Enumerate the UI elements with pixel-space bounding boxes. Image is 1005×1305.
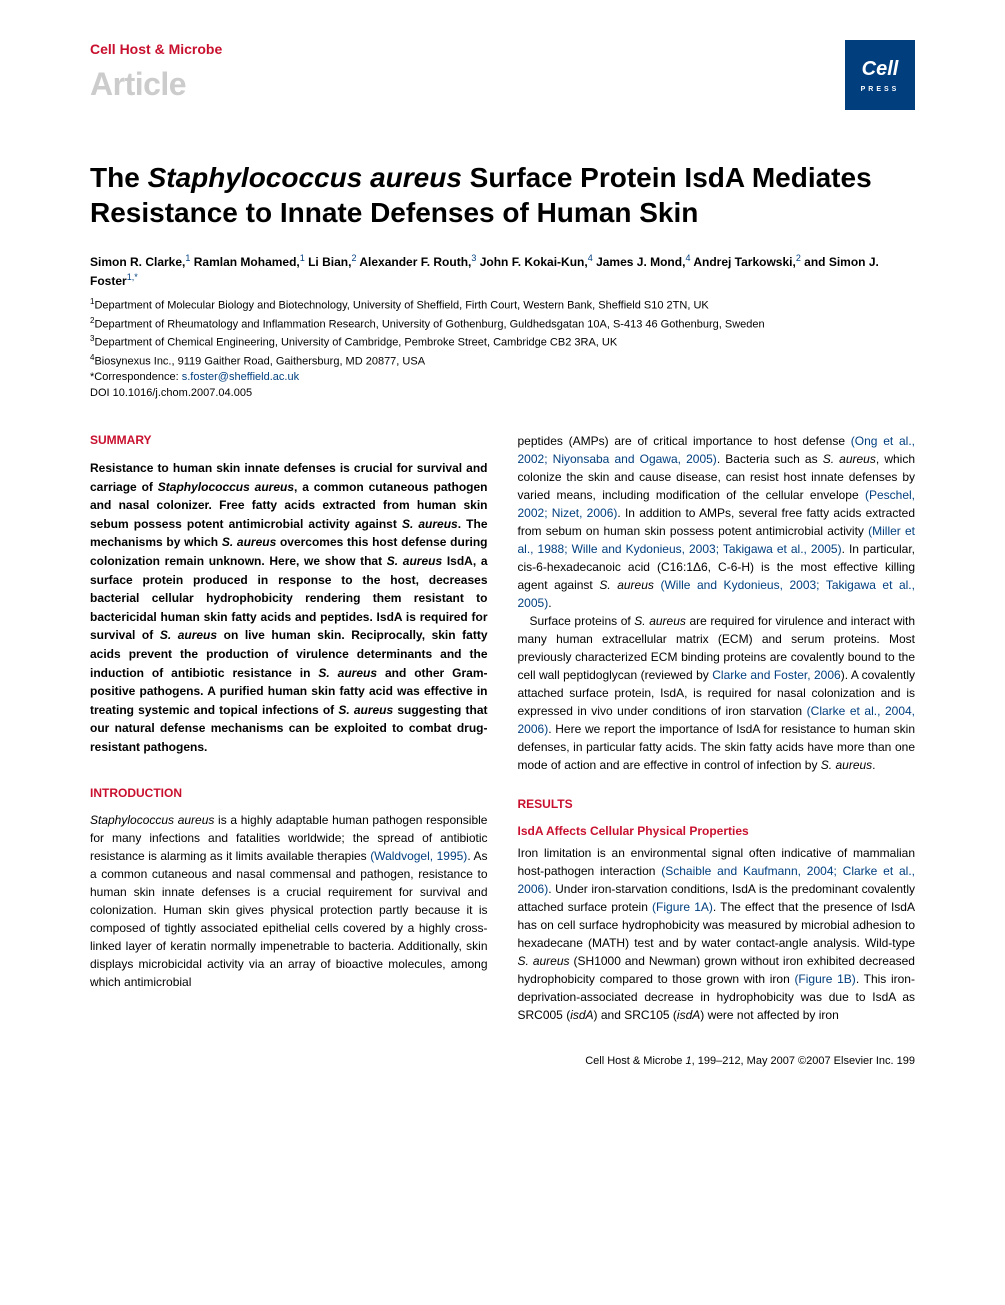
page-footer: Cell Host & Microbe 1, 199–212, May 2007…: [90, 1054, 915, 1069]
journal-name: Cell Host & Microbe: [90, 40, 222, 60]
summary-text: Resistance to human skin innate defenses…: [90, 459, 488, 757]
affiliation-1: 1Department of Molecular Biology and Bio…: [90, 296, 915, 315]
affiliation-3: 3Department of Chemical Engineering, Uni…: [90, 333, 915, 352]
results-text: Iron limitation is an environmental sign…: [518, 844, 916, 1024]
doi: DOI 10.1016/j.chom.2007.04.005: [90, 386, 915, 402]
correspondence: *Correspondence: s.foster@sheffield.ac.u…: [90, 370, 915, 386]
results-heading: RESULTS: [518, 796, 916, 813]
results-subheading: IsdA Affects Cellular Physical Propertie…: [518, 823, 916, 840]
logo-cell-text: Cell: [862, 55, 899, 83]
col2-paragraph-1: peptides (AMPs) are of critical importan…: [518, 432, 916, 612]
right-column: peptides (AMPs) are of critical importan…: [518, 432, 916, 1024]
logo-press-text: PRESS: [861, 85, 900, 95]
page-header: Cell Host & Microbe Article Cell PRESS: [90, 40, 915, 110]
authors-list: Simon R. Clarke,1 Ramlan Mohamed,1 Li Bi…: [90, 252, 915, 290]
affiliation-2: 2Department of Rheumatology and Inflamma…: [90, 315, 915, 334]
affiliations-block: 1Department of Molecular Biology and Bio…: [90, 296, 915, 402]
correspondence-email[interactable]: s.foster@sheffield.ac.uk: [182, 371, 299, 383]
two-column-body: SUMMARY Resistance to human skin innate …: [90, 432, 915, 1024]
article-title: The Staphylococcus aureus Surface Protei…: [90, 160, 915, 230]
left-column: SUMMARY Resistance to human skin innate …: [90, 432, 488, 1024]
cell-press-logo: Cell PRESS: [845, 40, 915, 110]
article-type: Article: [90, 62, 222, 107]
summary-heading: SUMMARY: [90, 432, 488, 449]
affiliation-4: 4Biosynexus Inc., 9119 Gaither Road, Gai…: [90, 352, 915, 371]
introduction-text: Staphylococcus aureus is a highly adapta…: [90, 811, 488, 991]
journal-block: Cell Host & Microbe Article: [90, 40, 222, 106]
introduction-heading: INTRODUCTION: [90, 785, 488, 802]
title-italic: Staphylococcus aureus: [148, 162, 462, 193]
title-pre: The: [90, 162, 148, 193]
col2-paragraph-2: Surface proteins of S. aureus are requir…: [518, 612, 916, 774]
